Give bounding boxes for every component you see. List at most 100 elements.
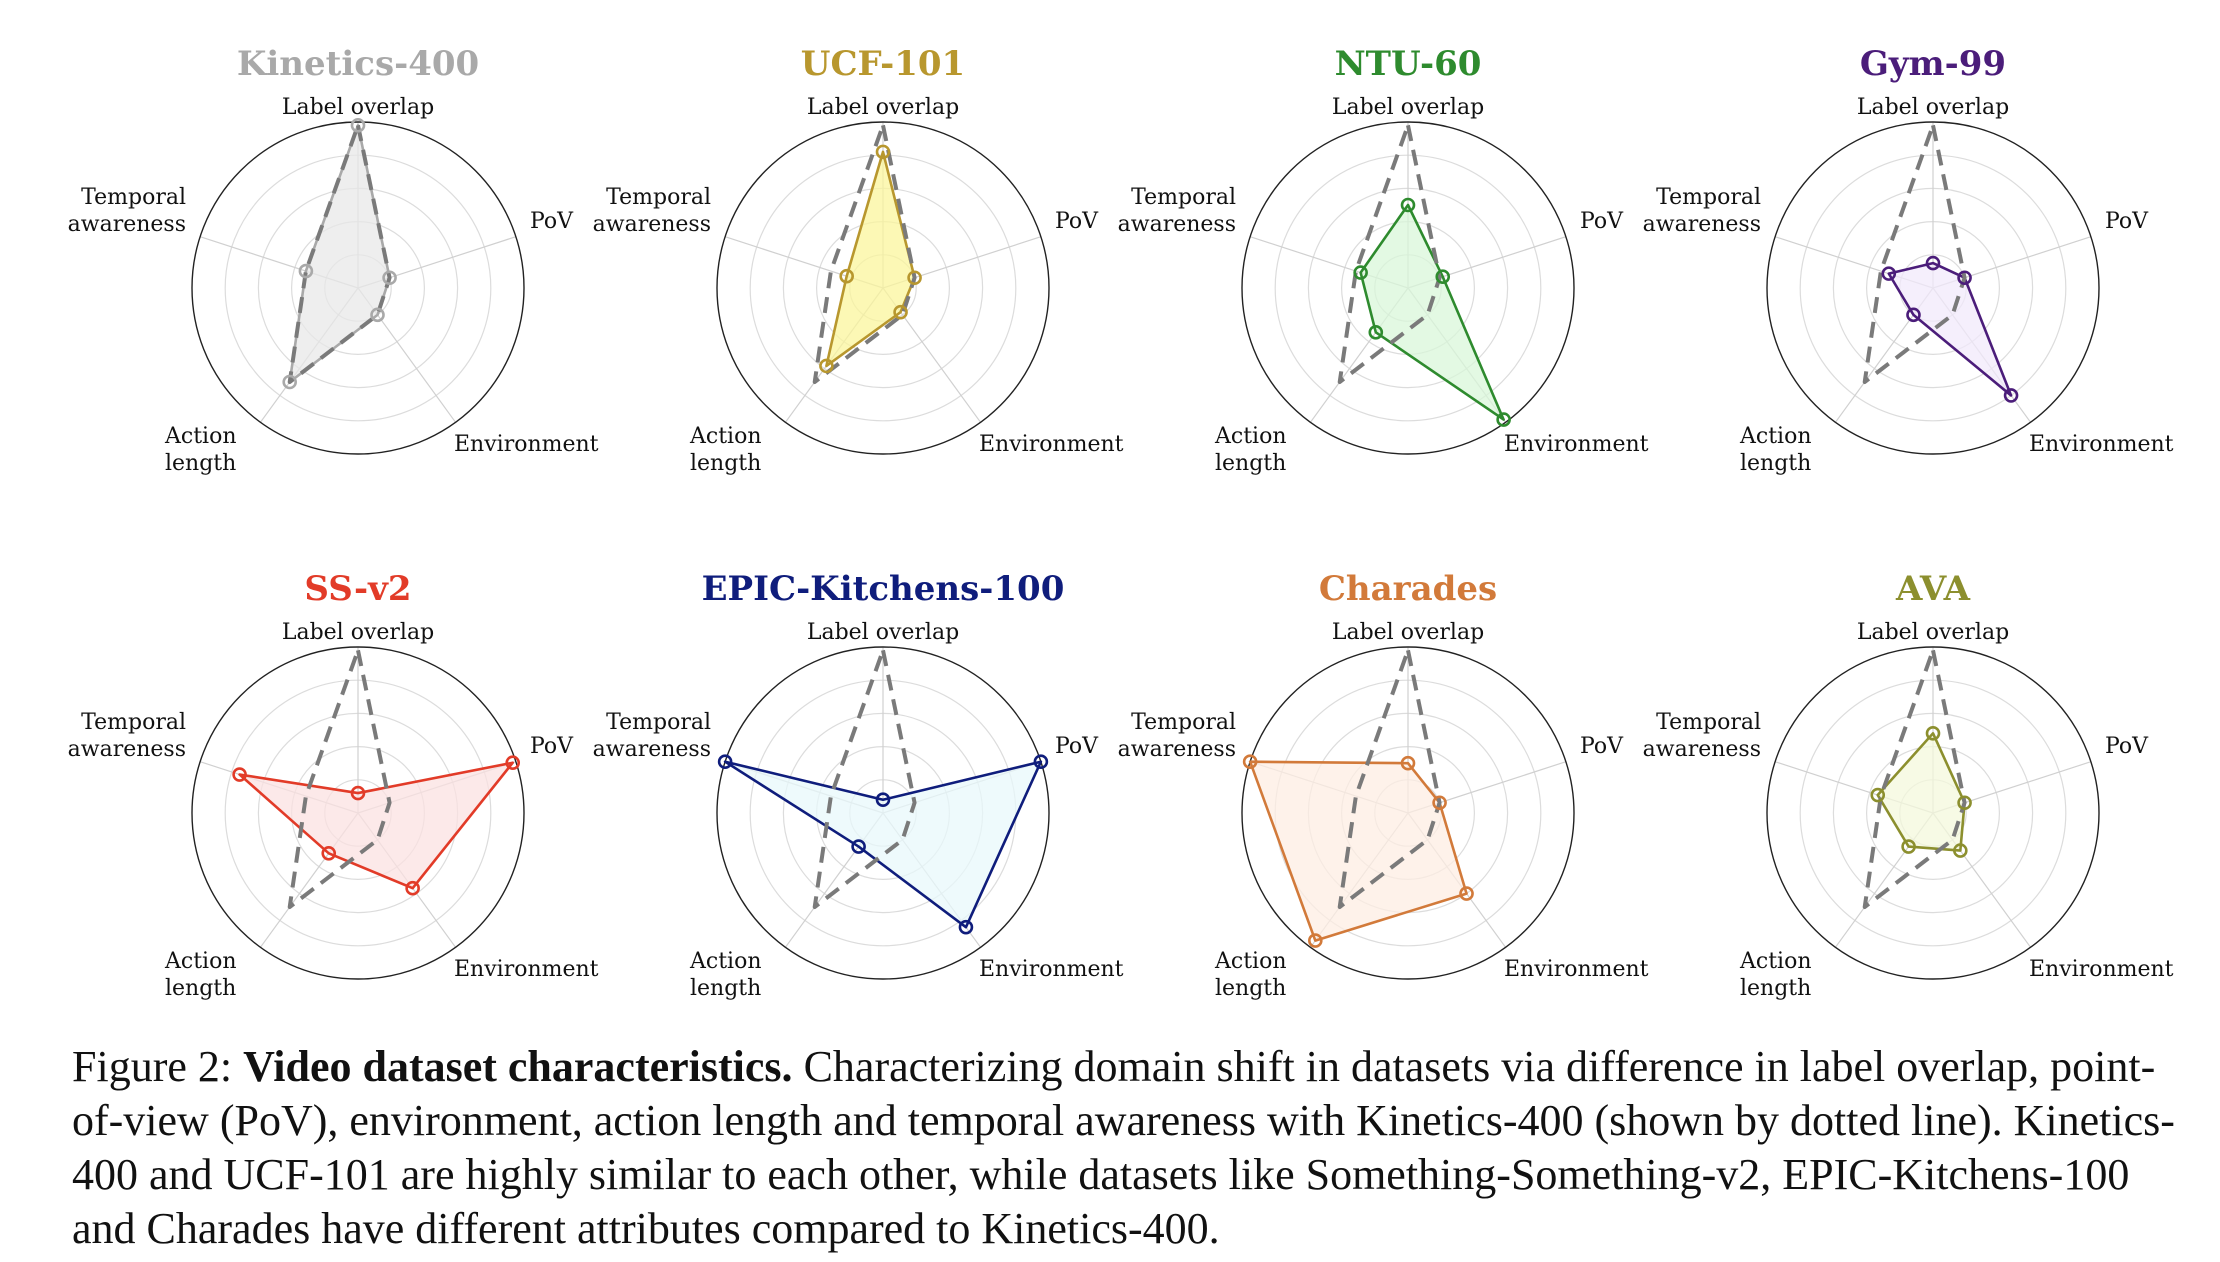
- radar-svg: Gym-99 Label overlap PoV Environment Actionl…: [1643, 44, 2174, 476]
- reference-polygon: [812, 648, 917, 910]
- chart-title: Charades: [1319, 569, 1497, 609]
- data-point: [350, 118, 366, 133]
- data-point: [321, 845, 337, 861]
- axis-label-temporal-awareness-2: awareness: [593, 737, 711, 762]
- data-point: [1881, 266, 1897, 281]
- data-point: [382, 270, 397, 286]
- data-point: [1870, 787, 1886, 803]
- data-point: [875, 792, 891, 808]
- radar-panel-ava: AVA Label overlap PoV Environment Action leng…: [1575, 525, 2174, 1045]
- radar-svg: NTU-60 Label overlap PoV Environment Actionl…: [1118, 44, 1649, 476]
- data-point: [907, 270, 922, 286]
- outer-ring: [716, 121, 1050, 455]
- axis-label-action-length: Action: [1739, 949, 1812, 974]
- data-point: [1432, 795, 1447, 811]
- axis-label-action-length-2: length: [690, 451, 761, 476]
- radar-panel-ntu-60: NTU-60 Label overlap PoV Environment Action l…: [1050, 0, 1649, 520]
- data-point: [1353, 265, 1368, 280]
- data-point: [1400, 197, 1416, 213]
- data-point: [1033, 754, 1049, 770]
- series-polygon: [288, 124, 391, 384]
- axis-label-pov: PoV: [1055, 209, 1099, 234]
- radar-panel-gym-99: Gym-99 Label overlap PoV Environment Action l…: [1575, 0, 2174, 520]
- axis-label-label-overlap: Label overlap: [1332, 95, 1484, 120]
- axis-label-environment: Environment: [2029, 432, 2174, 457]
- axis-label-environment: Environment: [454, 432, 599, 457]
- outer-ring: [1241, 646, 1575, 980]
- data-point: [717, 754, 733, 770]
- series-polygon: [825, 150, 916, 368]
- chart-title: Gym-99: [1860, 44, 2006, 84]
- data-point: [851, 839, 866, 854]
- radar-svg: Charades Label overlap PoV Environment Actio…: [1118, 569, 1649, 1001]
- axis-label-action-length-2: length: [165, 976, 236, 1001]
- data-point: [505, 755, 521, 771]
- outer-ring: [1766, 646, 2100, 980]
- axis-label-temporal-awareness: Temporal: [1131, 710, 1236, 735]
- data-point: [1957, 795, 1972, 811]
- axis-label-label-overlap: Label overlap: [807, 95, 959, 120]
- axis-label-temporal-awareness-2: awareness: [1118, 737, 1236, 762]
- radar-svg: AVA Label overlap PoV Environment Actionleng…: [1643, 569, 2174, 1001]
- data-point: [1435, 269, 1451, 285]
- series-polygon: [1887, 261, 2013, 397]
- data-point: [1496, 412, 1511, 427]
- data-point: [1308, 933, 1323, 948]
- axis-label-action-length-2: length: [1215, 451, 1286, 476]
- chart-title: EPIC-Kitchens-100: [702, 569, 1065, 609]
- axis-label-label-overlap: Label overlap: [1332, 620, 1484, 645]
- series-polygon: [1248, 760, 1468, 942]
- axis-label-temporal-awareness-2: awareness: [593, 212, 711, 237]
- reference-polygon: [1862, 648, 1967, 910]
- data-point: [875, 144, 891, 160]
- data-point: [819, 358, 834, 374]
- data-point: [350, 785, 366, 801]
- reference-polygon: [287, 648, 392, 910]
- data-point: [1925, 255, 1941, 271]
- axis-label-label-overlap: Label overlap: [282, 620, 434, 645]
- chart-title: SS-v2: [304, 569, 411, 609]
- data-point: [370, 307, 385, 323]
- data-point: [1925, 726, 1941, 741]
- outer-ring: [716, 646, 1050, 980]
- figure-number: Figure 2:: [72, 1042, 233, 1091]
- axis-label-environment: Environment: [1504, 957, 1649, 982]
- data-point: [298, 263, 314, 279]
- axis-label-action-length: Action: [689, 949, 762, 974]
- axis-label-temporal-awareness: Temporal: [1656, 710, 1761, 735]
- axis-label-action-length-2: length: [1740, 976, 1811, 1001]
- axis-label-label-overlap: Label overlap: [282, 95, 434, 120]
- reference-polygon: [812, 123, 917, 385]
- axis-label-action-length: Action: [1214, 424, 1287, 449]
- chart-title: AVA: [1895, 569, 1971, 609]
- reference-polygon: [287, 123, 392, 385]
- data-point: [1953, 843, 1968, 858]
- radar-svg: UCF-101 Label overlap PoV Environment Action…: [593, 44, 1124, 476]
- radar-svg: Kinetics-400 Label overlap PoV Environment A…: [68, 44, 599, 476]
- data-point: [2003, 388, 2019, 403]
- axis-label-temporal-awareness-2: awareness: [1643, 737, 1761, 762]
- data-point: [1957, 270, 1972, 286]
- axis-label-label-overlap: Label overlap: [1857, 620, 2009, 645]
- radar-panel-epic-kitchens-100: EPIC-Kitchens-100 Label overlap PoV Environ…: [525, 525, 1124, 1045]
- radar-svg: EPIC-Kitchens-100 Label overlap PoV Environ…: [593, 569, 1124, 1001]
- series-polygon: [238, 761, 515, 890]
- axis-label-temporal-awareness-2: awareness: [1643, 212, 1761, 237]
- axis-label-action-length: Action: [164, 949, 237, 974]
- chart-title: Kinetics-400: [237, 44, 479, 84]
- data-point: [1901, 839, 1916, 854]
- radar-svg: SS-v2 Label overlap PoV Environment Actionle…: [68, 569, 599, 1001]
- axis-label-action-length-2: length: [1215, 976, 1286, 1001]
- axis-label-label-overlap: Label overlap: [1857, 95, 2009, 120]
- axis-label-temporal-awareness: Temporal: [1656, 185, 1761, 210]
- data-point: [232, 767, 247, 782]
- axis-label-temporal-awareness: Temporal: [606, 185, 711, 210]
- axis-label-action-length: Action: [164, 424, 237, 449]
- radar-panel-kinetics-400: Kinetics-400 Label overlap PoV Environment A…: [0, 0, 599, 520]
- outer-ring: [191, 646, 525, 980]
- reference-polygon: [1862, 123, 1967, 385]
- reference-polygon: [1337, 648, 1442, 910]
- outer-ring: [1241, 121, 1575, 455]
- axis-label-pov: PoV: [1055, 734, 1099, 759]
- axis-label-temporal-awareness-2: awareness: [1118, 212, 1236, 237]
